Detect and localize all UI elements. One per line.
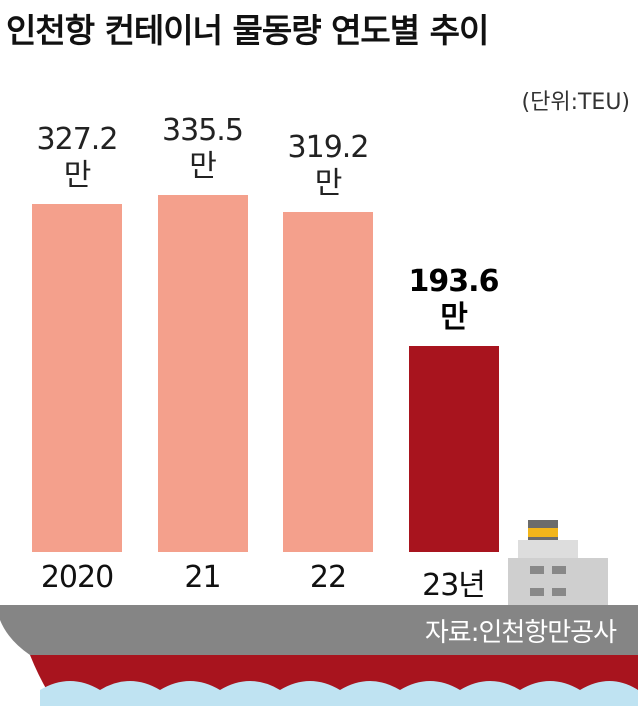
value-label: 193.6 만 [408, 263, 500, 335]
bar [32, 203, 122, 552]
source: 자료:인천항만공사 [424, 618, 617, 648]
x-tick-label: 23년 [422, 568, 486, 603]
x-tick-label: 22 [309, 560, 347, 595]
bar [157, 194, 248, 552]
chart-title: 인천항 컨테이너 물동량 연도별 추이 [6, 11, 489, 50]
bar [283, 212, 373, 552]
bar [408, 345, 499, 552]
value-label: 327.2 만 [36, 121, 119, 193]
x-tick-label: 21 [184, 560, 221, 595]
value-label: 335.5 만 [162, 112, 244, 184]
unit-label: (단위:TEU) [521, 90, 631, 115]
value-label: 319.2 만 [287, 130, 370, 202]
x-tick-label: 2020 [40, 560, 114, 595]
